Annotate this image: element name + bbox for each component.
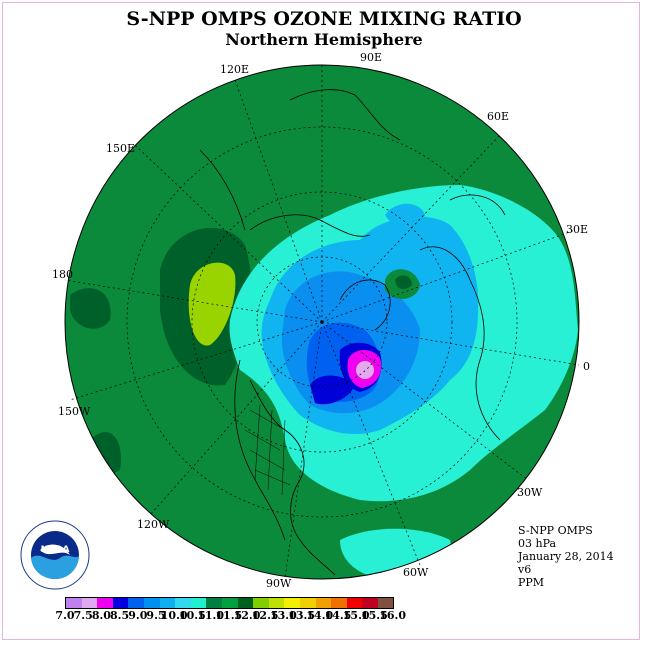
- colorbar-swatch: [128, 598, 144, 608]
- colorbar-tick-label: 10.5: [178, 609, 206, 622]
- noaa-logo: NOAA: [20, 520, 90, 590]
- colorbar: [65, 597, 395, 609]
- colorbar-swatch: [331, 598, 347, 608]
- lon-120e: 120E: [220, 63, 250, 76]
- units-label: PPM: [518, 576, 545, 589]
- lon-0: 0: [583, 360, 590, 373]
- lon-60w: 60W: [403, 566, 429, 579]
- colorbar-tick-label: 11.0: [197, 609, 224, 622]
- colorbar-tick-label: 10.0: [160, 609, 188, 622]
- ozone-field: [65, 65, 579, 579]
- colorbar-tick-label: 12.0: [233, 609, 261, 622]
- colorbar-tick-label: 11.5: [215, 609, 243, 622]
- lon-30w: 30W: [517, 486, 543, 499]
- field-12-0-island: [395, 275, 412, 290]
- colorbar-tick-label: 15.5: [360, 609, 388, 622]
- colorbar-swatch: [190, 598, 207, 608]
- colorbar-swatch: [97, 598, 113, 608]
- colorbar-swatch: [362, 598, 378, 608]
- colorbar-tick-label: 8.0: [91, 609, 111, 622]
- colorbar-tick-label: 14.0: [306, 609, 334, 622]
- colorbar-tick-label: 7.5: [73, 609, 93, 622]
- colorbar-tick-label: 12.5: [251, 609, 279, 622]
- colorbar-swatch: [268, 598, 285, 608]
- version-label: v6: [518, 563, 532, 576]
- metadata-block: S-NPP OMPS 03 hPa January 28, 2014 v6 PP…: [518, 524, 614, 589]
- colorbar-tick-label: 7.0: [55, 609, 75, 622]
- lon-180: 180: [52, 268, 73, 281]
- colorbar-swatch: [284, 598, 300, 608]
- field-10-0-north: [385, 203, 425, 228]
- date-label: January 28, 2014: [518, 550, 614, 563]
- lon-30e: 30E: [566, 223, 589, 236]
- map-title: S-NPP OMPS OZONE MIXING RATIO: [126, 8, 522, 30]
- colorbar-tick-label: 9.5: [146, 609, 166, 622]
- lon-90e: 90E: [360, 51, 383, 64]
- colorbar-tick-label: 9.0: [128, 609, 148, 622]
- colorbar-swatch: [253, 598, 269, 608]
- colorbar-swatch: [143, 598, 160, 608]
- lon-120w: 120W: [137, 518, 170, 531]
- colorbar-swatch: [112, 598, 129, 608]
- map-boundary: [64, 64, 580, 580]
- instrument-label: S-NPP OMPS: [518, 524, 593, 537]
- colorbar-tick-label: 16.0: [379, 609, 406, 622]
- colorbar-swatch: [315, 598, 332, 608]
- colorbar-tick-label: 8.5: [110, 609, 130, 622]
- lon-90w: 90W: [266, 577, 292, 590]
- colorbar-tick-label: 13.5: [288, 609, 315, 622]
- state-borders: [244, 404, 291, 496]
- colorbar-swatch: [66, 598, 82, 608]
- colorbar-swatch: [175, 598, 191, 608]
- colorbar-swatch: [159, 598, 176, 608]
- colorbar-swatch: [81, 598, 98, 608]
- lon-150w: 150W: [58, 405, 91, 418]
- colorbar-swatch: [237, 598, 254, 608]
- graticule: [64, 65, 580, 579]
- colorbar-swatch: [221, 598, 238, 608]
- map-subtitle: Northern Hemisphere: [225, 30, 423, 49]
- colorbar-swatch: [346, 598, 363, 608]
- colorbar-swatch: [206, 598, 222, 608]
- pressure-level: 03 hPa: [518, 537, 557, 550]
- logo-text: NOAA: [41, 545, 70, 555]
- lon-60e: 60E: [487, 110, 510, 123]
- field-12-0-dateline: [70, 288, 111, 329]
- field-7-5: [356, 361, 374, 379]
- colorbar-tick-label: 13.0: [269, 609, 297, 622]
- colorbar-swatch: [299, 598, 316, 608]
- colorbar-tick-label: 14.5: [324, 609, 352, 622]
- lon-150e: 150E: [106, 142, 136, 155]
- colorbar-tick-label: 15.0: [342, 609, 370, 622]
- colorbar-swatch: [377, 598, 394, 608]
- figure-frame: [2, 2, 640, 640]
